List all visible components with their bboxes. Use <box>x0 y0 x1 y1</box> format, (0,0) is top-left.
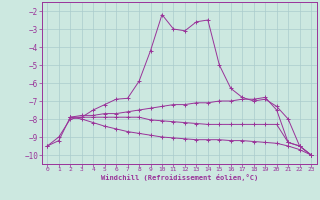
X-axis label: Windchill (Refroidissement éolien,°C): Windchill (Refroidissement éolien,°C) <box>100 174 258 181</box>
